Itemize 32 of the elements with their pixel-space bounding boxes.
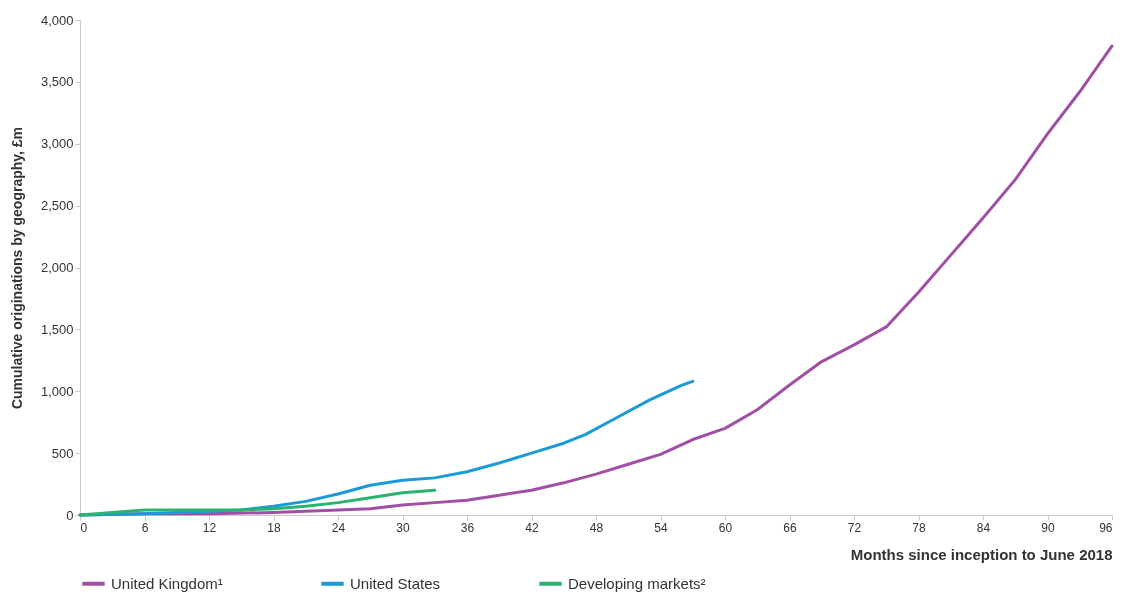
line-series	[78, 488, 437, 517]
y-tick-label: 2,500	[40, 198, 74, 214]
x-tick-label: 36	[460, 520, 475, 535]
x-tick-label: 12	[202, 520, 217, 535]
x-tick-label: 78	[912, 520, 926, 535]
y-tick-label: 1,500	[40, 321, 74, 337]
x-tick-label: 6	[141, 520, 149, 535]
y-tick-label: 1,000	[40, 383, 74, 399]
x-tick-label: 66	[783, 520, 797, 535]
y-tick-label: 3,500	[40, 74, 74, 90]
x-axis-title: Months since inception to June 2018	[850, 545, 1113, 563]
y-tick-label: 0	[66, 507, 74, 523]
x-tick-label: 24	[331, 520, 346, 535]
y-tick-label: 500	[51, 445, 74, 461]
x-tick-label: 60	[718, 520, 733, 535]
y-tick-label: 4,000	[40, 12, 74, 28]
x-tick-label: 0	[80, 520, 88, 535]
x-tick-label: 72	[847, 520, 862, 535]
y-tick-label: 3,000	[40, 136, 74, 152]
legend-label: United Kingdom¹	[111, 574, 223, 592]
x-tick-label: 48	[589, 520, 604, 535]
x-tick-label: 42	[525, 520, 539, 535]
legend-label: Developing markets²	[568, 574, 706, 592]
legend-label: United States	[350, 574, 441, 592]
x-tick-label: 84	[976, 520, 991, 535]
x-tick-label: 90	[1041, 520, 1055, 535]
x-tick-label: 96	[1099, 520, 1113, 535]
y-axis-title: Cumulative originations by geography, £m	[8, 126, 25, 410]
x-tick-label: 54	[654, 520, 668, 535]
x-tick-label: 18	[267, 520, 281, 535]
x-tick-label: 30	[396, 520, 410, 535]
y-tick-label: 2,000	[40, 260, 74, 275]
